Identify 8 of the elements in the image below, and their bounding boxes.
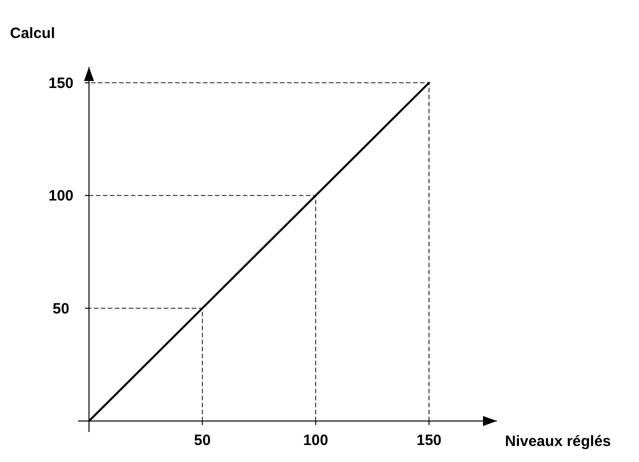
y-tick-label: 50 <box>52 300 70 318</box>
x-axis-title: Niveaux réglés <box>505 433 611 450</box>
y-tick-label: 150 <box>48 74 74 92</box>
y-tick-label: 100 <box>48 188 74 205</box>
y-axis-title: Calcul <box>10 25 56 42</box>
x-tick-label: 100 <box>303 432 328 449</box>
x-tick-label: 50 <box>194 432 211 449</box>
x-tick-label: 150 <box>416 432 442 449</box>
